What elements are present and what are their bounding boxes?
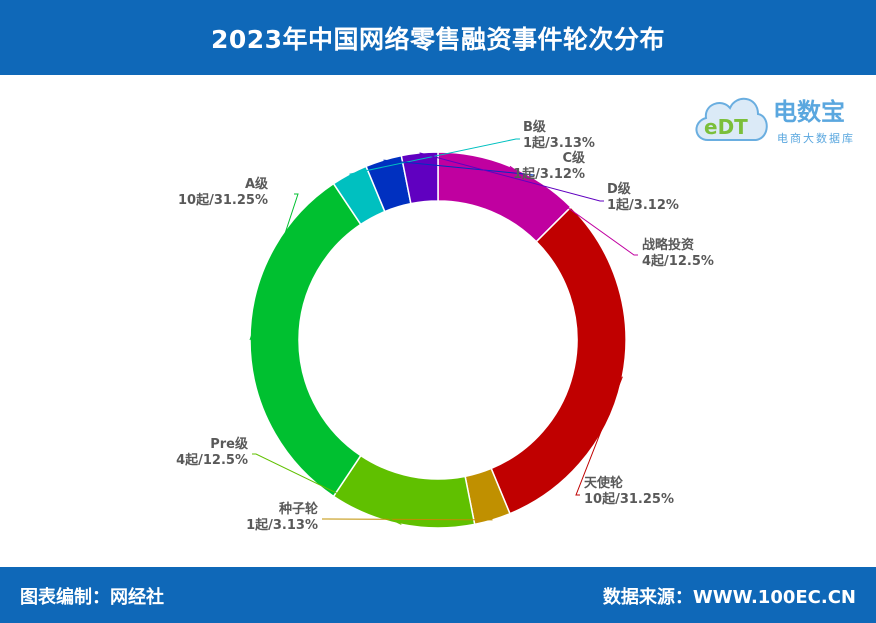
logo-subtitle: 电商大数据库 (777, 132, 855, 145)
logo: eDT 电数宝 电商大数据库 (690, 88, 870, 158)
slice-name-label: 战略投资 (642, 237, 694, 253)
slice-value-label: 1起/3.13% (523, 135, 595, 151)
slice-name-label: Pre级 (210, 436, 249, 452)
chart-labels: 战略投资4起/12.5%天使轮10起/31.25%种子轮1起/3.13%Pre级… (176, 119, 714, 533)
slice-value-label: 1起/3.12% (607, 197, 679, 213)
chart-title: 2023年中国网络零售融资事件轮次分布 (210, 24, 666, 54)
chart-leader-lines (249, 138, 638, 525)
leader-line (419, 152, 604, 202)
footer-source: 数据来源：WWW.100EC.CN (602, 587, 856, 608)
slice-name-label: A级 (245, 176, 269, 192)
slice-value-label: 1起/3.13% (246, 517, 318, 533)
slice-name-label: 天使轮 (584, 475, 623, 491)
leader-line (383, 159, 535, 176)
slice-name-label: C级 (562, 150, 586, 166)
slice-value-label: 4起/12.5% (176, 452, 248, 468)
donut-slice (332, 454, 476, 529)
footer-bar: 图表编制：网经社 数据来源：WWW.100EC.CN (0, 567, 876, 623)
logo-title: 电数宝 (773, 98, 845, 126)
leader-line (252, 453, 402, 525)
slice-name-label: B级 (523, 119, 547, 135)
donut-chart: 战略投资4起/12.5%天使轮10起/31.25%种子轮1起/3.13%Pre级… (176, 119, 714, 533)
slice-value-label: 4起/12.5% (642, 253, 714, 269)
slice-name-label: 种子轮 (278, 501, 318, 517)
chart-slices (249, 151, 627, 529)
slice-value-label: 1起/3.12% (513, 166, 585, 182)
leader-line (509, 165, 638, 256)
chart-title-bar: 2023年中国网络零售融资事件轮次分布 (0, 0, 876, 75)
leader-line (249, 193, 299, 341)
leader-line (322, 518, 493, 521)
slice-value-label: 10起/31.25% (178, 192, 268, 208)
slice-value-label: 10起/31.25% (584, 491, 674, 507)
slice-name-label: D级 (607, 181, 632, 197)
donut-slice (249, 182, 362, 498)
leader-line (575, 376, 623, 496)
logo-mark-text: eDT (704, 115, 748, 139)
footer-credit: 图表编制：网经社 (20, 587, 164, 608)
donut-slice (490, 206, 627, 515)
cloud-icon: eDT (695, 98, 768, 141)
